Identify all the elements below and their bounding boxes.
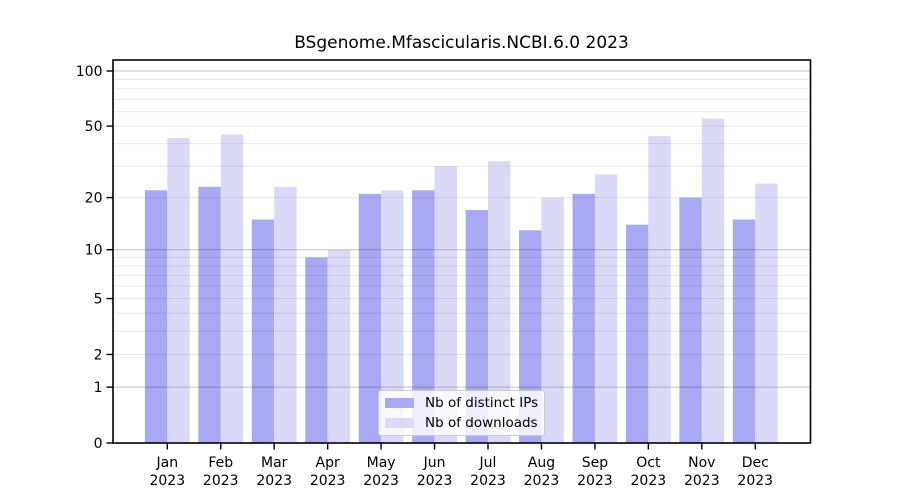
x-tick-label-month: Feb	[208, 455, 233, 471]
bar-downloads-aug	[541, 197, 564, 443]
bar-distinct-ips-mar	[251, 219, 275, 443]
legend-item-distinct-ips: Nb of distinct IPs	[385, 395, 538, 412]
y-tick-label: 2	[94, 347, 103, 363]
x-tick-label-month: Oct	[636, 455, 661, 471]
bar-distinct-ips-sep	[572, 193, 595, 443]
x-tick-label-year: 2023	[149, 473, 185, 489]
y-tick-label: 1	[94, 380, 103, 396]
legend-item-downloads: Nb of downloads	[385, 415, 538, 432]
x-tick-label-month: Jan	[156, 455, 179, 471]
x-tick-label-year: 2023	[203, 473, 239, 489]
bar-downloads-jan	[167, 137, 190, 444]
x-tick-label-month: Jul	[479, 455, 497, 471]
x-tick-label-month: Aug	[528, 455, 555, 471]
x-tick-label-year: 2023	[470, 473, 506, 489]
legend-label-distinct-ips: Nb of distinct IPs	[425, 394, 539, 411]
x-tick-label-month: Jun	[423, 455, 446, 471]
x-tick-label-year: 2023	[684, 473, 720, 489]
x-tick-label-year: 2023	[524, 473, 560, 489]
bar-downloads-may	[381, 190, 404, 443]
bar-distinct-ips-may	[358, 193, 382, 443]
bar-distinct-ips-dec	[732, 219, 756, 443]
x-tick-label-month: May	[367, 455, 396, 471]
y-tick-label: 100	[76, 64, 103, 80]
bar-downloads-jun	[434, 166, 457, 443]
bar-downloads-dec	[755, 183, 778, 444]
x-tick-label-month: Sep	[582, 455, 609, 471]
x-tick-label-month: Dec	[742, 455, 769, 471]
x-tick-label-year: 2023	[631, 473, 667, 489]
bar-downloads-jul	[488, 161, 511, 444]
x-tick-label-year: 2023	[256, 473, 292, 489]
legend: Nb of distinct IPs Nb of downloads	[378, 390, 545, 436]
bar-distinct-ips-jan	[144, 190, 168, 443]
x-tick-label-year: 2023	[310, 473, 346, 489]
x-tick-label-year: 2023	[577, 473, 613, 489]
legend-swatch-downloads	[385, 418, 414, 428]
x-tick-label-month: Mar	[261, 455, 288, 471]
x-tick-label-year: 2023	[417, 473, 453, 489]
legend-swatch-distinct-ips	[385, 398, 414, 408]
y-tick-label: 10	[85, 243, 103, 259]
y-tick-label: 50	[85, 119, 103, 135]
x-tick-label-year: 2023	[737, 473, 773, 489]
bar-downloads-sep	[594, 174, 618, 443]
x-tick-label-month: Nov	[688, 455, 715, 471]
bar-distinct-ips-oct	[625, 224, 649, 443]
bar-distinct-ips-aug	[519, 230, 542, 443]
y-tick-label: 20	[85, 190, 103, 206]
bar-distinct-ips-feb	[198, 186, 221, 443]
chart-title: BSgenome.Mfascicularis.NCBI.6.0 2023	[294, 33, 629, 53]
bar-downloads-apr	[327, 249, 351, 443]
x-tick-label-month: Apr	[316, 455, 340, 471]
x-tick-label-year: 2023	[363, 473, 399, 489]
plot-border	[112, 59, 812, 444]
bar-downloads-mar	[274, 186, 297, 443]
bar-downloads-oct	[648, 136, 671, 444]
y-tick-label: 5	[94, 291, 103, 307]
legend-label-downloads: Nb of downloads	[425, 414, 538, 431]
bar-distinct-ips-apr	[305, 257, 328, 443]
bar-distinct-ips-nov	[679, 197, 702, 443]
bar-distinct-ips-jun	[412, 190, 435, 443]
bar-downloads-nov	[701, 118, 725, 443]
y-tick-label: 0	[94, 436, 103, 452]
bar-downloads-feb	[220, 134, 244, 443]
bar-distinct-ips-jul	[465, 210, 488, 443]
